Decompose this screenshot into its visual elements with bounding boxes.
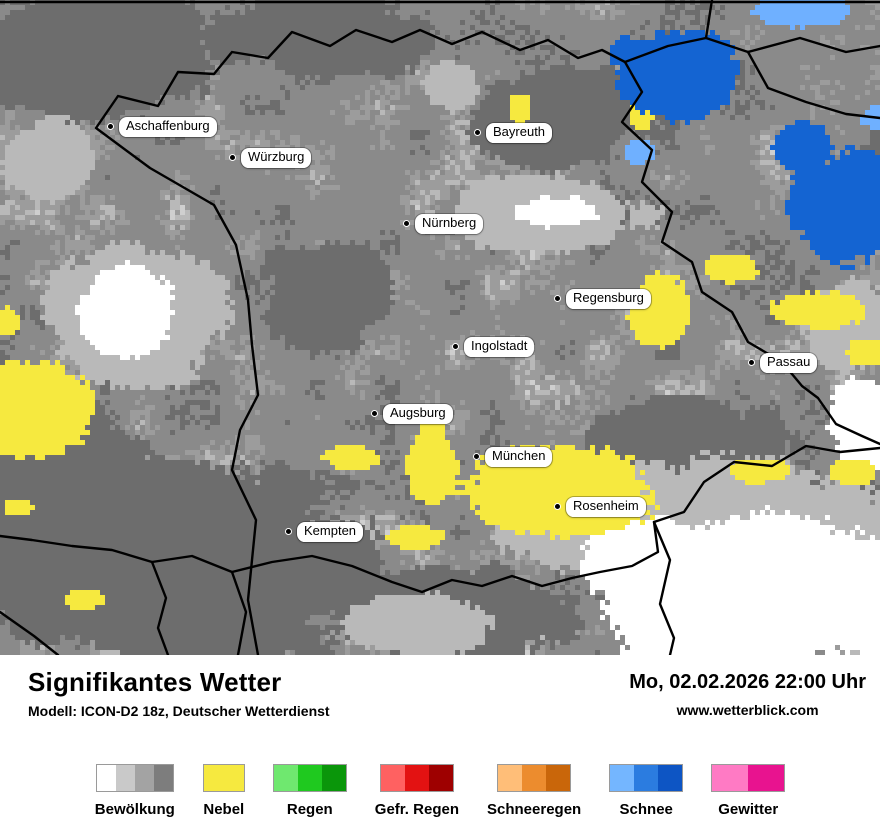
legend: Bewölkung Nebel Regen Gefr. Regen Schneerege… [0,764,880,818]
footer-header: Signifikantes Wetter Modell: ICON-D2 18z… [0,655,880,719]
legend-swatch-cell [380,765,405,791]
legend-label: Gewitter [718,801,779,818]
datetime-label: Mo, 02.02.2026 22:00 Uhr [629,671,866,693]
legend-swatch [272,764,347,792]
city-label: Aschaffenburg [119,117,217,137]
border-line [94,28,627,655]
legend-swatch-cell [522,765,547,791]
city-dot [229,154,236,162]
city-marker-augsburg: Augsburg [371,404,453,424]
legend-item-bewoelkung: Bewölkung [95,764,175,818]
legend-label: Bewölkung [94,801,175,818]
city-dot [371,410,378,418]
legend-label: Regen [286,801,333,818]
legend-swatch-cell [748,765,785,791]
legend-label: Gefr. Regen [374,801,459,818]
weather-raster [0,0,880,655]
border-lines [0,0,880,655]
city-marker-bayreuth: Bayreuth [474,123,553,143]
city-dot [473,453,480,461]
weather-map: Aschaffenburg Würzburg Bayreuth Nürnberg Reg… [0,0,880,655]
city-label: München [485,447,553,467]
city-label: Bayreuth [486,123,553,143]
city-dot [285,528,292,536]
city-dot [403,220,410,228]
city-label: Regensburg [566,289,651,309]
city-dot [554,503,561,511]
legend-swatch [497,764,572,792]
city-label: Augsburg [383,404,453,424]
city-marker-ingolstadt: Ingolstadt [452,337,535,357]
city-label: Kempten [297,522,364,542]
city-marker-passau: Passau [748,353,818,373]
legend-swatch-cell [404,765,429,791]
footer-right: Mo, 02.02.2026 22:00 Uhr www.wetterblick… [629,667,866,718]
legend-item-schnee: Schnee [609,764,684,818]
city-marker-rosenheim: Rosenheim [554,497,646,517]
legend-label: Nebel [203,801,245,818]
footer-left: Signifikantes Wetter Modell: ICON-D2 18z… [28,667,330,719]
legend-item-regen: Regen [272,764,347,818]
border-line [652,520,676,655]
legend-swatch-cell [546,765,571,791]
legend-item-schneeregen: Schneeregen [487,764,581,818]
city-dot [474,129,481,137]
city-marker-muenchen: München [473,447,553,467]
border-line [150,560,170,655]
legend-swatch-cell [273,765,298,791]
city-label: Würzburg [241,148,312,168]
legend-swatch-cell [428,765,453,791]
legend-swatch-cell [712,765,749,791]
legend-swatch-cell [96,765,116,791]
border-line [704,0,714,40]
city-marker-regensburg: Regensburg [554,289,651,309]
legend-swatch-cell [297,765,322,791]
footer: Signifikantes Wetter Modell: ICON-D2 18z… [0,655,880,830]
legend-swatch-cell [658,765,683,791]
border-line [746,50,880,120]
legend-swatch [711,764,786,792]
legend-swatch-cell [115,765,135,791]
legend-swatch-cell [634,765,659,791]
legend-label: Schneeregen [487,801,582,818]
legend-swatch [202,764,245,792]
legend-swatch [379,764,454,792]
legend-swatch-cell [321,765,346,791]
legend-item-nebel: Nebel [202,764,245,818]
city-label: Ingolstadt [464,337,535,357]
city-dot [452,343,459,351]
legend-swatch [95,764,174,792]
legend-swatch-cell [203,765,244,791]
legend-swatch-cell [134,765,154,791]
city-label: Rosenheim [566,497,646,517]
city-dot [107,123,114,131]
city-markers: Aschaffenburg Würzburg Bayreuth Nürnberg Reg… [107,117,818,542]
legend-swatch [609,764,684,792]
border-line [620,60,880,446]
website-label: www.wetterblick.com [676,702,819,718]
city-marker-wuerzburg: Würzburg [229,148,312,168]
legend-item-gewitter: Gewitter [711,764,786,818]
border-line [0,444,880,594]
legend-swatch-cell [498,765,523,791]
city-dot [554,295,561,303]
city-label: Nürnberg [415,214,484,234]
city-label: Passau [760,353,818,373]
legend-item-gefr-regen: Gefr. Regen [375,764,459,818]
city-dot [748,359,755,367]
legend-swatch-cell [153,765,173,791]
border-line [0,610,60,655]
legend-swatch-cell [610,765,635,791]
legend-label: Schnee [619,801,673,818]
border-line [230,570,248,655]
model-label: Modell: ICON-D2 18z, Deutscher Wetterdie… [28,703,330,719]
city-marker-kempten: Kempten [285,522,364,542]
page-title: Signifikantes Wetter [28,667,282,697]
city-marker-aschaffenburg: Aschaffenburg [107,117,217,137]
city-marker-nuernberg: Nürnberg [403,214,484,234]
